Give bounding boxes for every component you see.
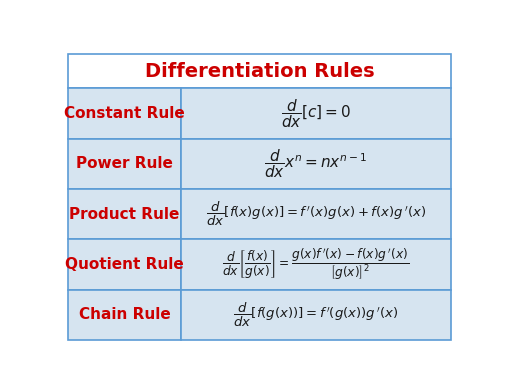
Bar	[180, 88, 450, 139]
Bar	[68, 54, 450, 88]
Text: $\dfrac{d}{dx}[f(g(x))] = f\,'(g(x))g\,'(x)$: $\dfrac{d}{dx}[f(g(x))] = f\,'(g(x))g\,'…	[233, 301, 398, 329]
Bar	[68, 189, 180, 239]
Text: Product Rule: Product Rule	[69, 207, 179, 222]
Bar	[180, 289, 450, 340]
Text: Power Rule: Power Rule	[76, 156, 173, 171]
Text: Constant Rule: Constant Rule	[64, 106, 184, 121]
Text: $\dfrac{d}{dx}\left[\dfrac{f(x)}{g(x)}\right] = \dfrac{g(x)f\,'(x) - f(x)g\,'(x): $\dfrac{d}{dx}\left[\dfrac{f(x)}{g(x)}\r…	[222, 247, 409, 282]
Text: Quotient Rule: Quotient Rule	[65, 257, 183, 272]
Bar	[68, 239, 180, 289]
Text: Chain Rule: Chain Rule	[78, 307, 170, 322]
Bar	[68, 139, 180, 189]
Bar	[68, 289, 180, 340]
Text: $\dfrac{d}{dx}x^n = nx^{n-1}$: $\dfrac{d}{dx}x^n = nx^{n-1}$	[264, 147, 367, 180]
Bar	[180, 189, 450, 239]
Text: Differentiation Rules: Differentiation Rules	[144, 62, 373, 81]
Bar	[180, 239, 450, 289]
Text: $\dfrac{d}{dx}[c] = 0$: $\dfrac{d}{dx}[c] = 0$	[280, 97, 350, 130]
Bar	[180, 139, 450, 189]
Text: $\dfrac{d}{dx}[f(x)g(x)] = f\,'(x)g(x)+f(x)g\,'(x)$: $\dfrac{d}{dx}[f(x)g(x)] = f\,'(x)g(x)+f…	[205, 200, 425, 228]
Bar	[68, 88, 180, 139]
